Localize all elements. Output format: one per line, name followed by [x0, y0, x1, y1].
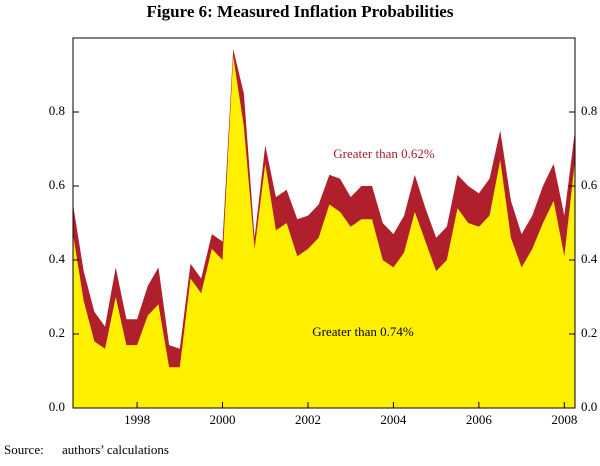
x-tick-label: 2008 [551, 412, 577, 427]
y-tick-label: 0.4 [49, 251, 66, 266]
x-tick-label: 2004 [380, 412, 407, 427]
annotation: Greater than 0.62% [333, 146, 435, 161]
y2-tick-label: 0.0 [581, 399, 597, 414]
chart-title: Figure 6: Measured Inflation Probabiliti… [147, 2, 454, 21]
x-tick-label: 1998 [124, 412, 150, 427]
area [73, 56, 575, 408]
plot-frame [72, 37, 576, 409]
y-tick-label: 0.0 [49, 399, 65, 414]
y2-tick-label: 0.6 [581, 177, 598, 192]
x-tick-label: 2000 [210, 412, 236, 427]
source-label: Source: [4, 442, 44, 457]
x-tick-label: 2006 [466, 412, 493, 427]
y2-tick-label: 0.8 [581, 103, 597, 118]
y-tick-label: 0.8 [49, 103, 65, 118]
annotation: Greater than 0.74% [312, 324, 414, 339]
y2-tick-label: 0.4 [581, 251, 598, 266]
x-tick-label: 2002 [295, 412, 321, 427]
y-tick-label: 0.6 [49, 177, 66, 192]
y2-tick-label: 0.2 [581, 325, 597, 340]
source-text: authors’ calculations [62, 442, 169, 457]
y-tick-label: 0.2 [49, 325, 65, 340]
